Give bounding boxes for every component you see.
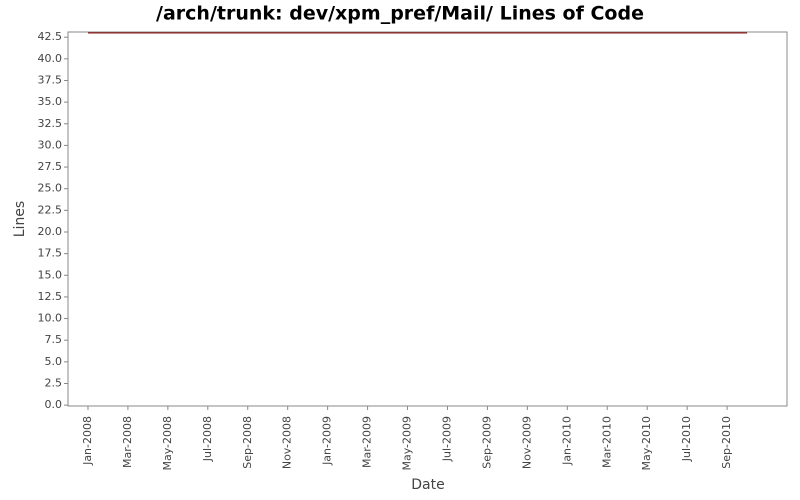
plot-area	[67, 31, 788, 407]
chart-title: /arch/trunk: dev/xpm_pref/Mail/ Lines of…	[156, 3, 644, 25]
y-tick-label: 40.0	[38, 52, 63, 65]
y-tick-label: 37.5	[38, 73, 63, 86]
y-tick-label: 32.5	[38, 117, 63, 130]
y-tick-label: 25.0	[38, 182, 63, 195]
x-tick-label: Nov-2009	[520, 416, 533, 469]
y-tick-label: 42.5	[38, 30, 63, 43]
x-tick-label: Sep-2009	[480, 416, 493, 469]
y-axis-label: Lines	[12, 201, 28, 237]
x-tick-label: Jan-2008	[81, 416, 94, 466]
x-axis-label: Date	[411, 477, 444, 493]
x-tick-label: Jul-2008	[201, 416, 214, 462]
x-tick-label: Sep-2008	[241, 416, 254, 469]
y-tick-label: 22.5	[38, 203, 63, 216]
y-tick-label: 7.5	[45, 333, 63, 346]
y-tick-label: 17.5	[38, 247, 63, 260]
x-tick-label: May-2008	[161, 416, 174, 471]
x-tick-label: May-2010	[640, 416, 653, 471]
y-tick-label: 12.5	[38, 290, 63, 303]
y-tick-label: 2.5	[45, 376, 63, 389]
y-tick-label: 27.5	[38, 160, 63, 173]
x-tick-label: Jul-2010	[680, 416, 693, 462]
y-tick-label: 15.0	[38, 268, 63, 281]
x-tick-label: May-2009	[401, 416, 414, 471]
x-tick-label: Nov-2008	[281, 416, 294, 469]
x-tick-label: Jan-2010	[560, 416, 573, 466]
x-tick-label: Jul-2009	[440, 416, 453, 462]
y-tick-label: 35.0	[38, 95, 63, 108]
x-tick-label: Mar-2008	[121, 416, 134, 468]
y-tick-label: 20.0	[38, 225, 63, 238]
x-tick-label: Mar-2009	[361, 416, 374, 468]
y-tick-label: 0.0	[45, 398, 63, 411]
x-tick-label: Jan-2009	[321, 416, 334, 466]
y-tick-label: 5.0	[45, 355, 63, 368]
y-tick-label: 30.0	[38, 138, 63, 151]
y-tick-label: 10.0	[38, 312, 63, 325]
x-tick-label: Mar-2010	[600, 416, 613, 468]
x-tick-label: Sep-2010	[720, 416, 733, 469]
